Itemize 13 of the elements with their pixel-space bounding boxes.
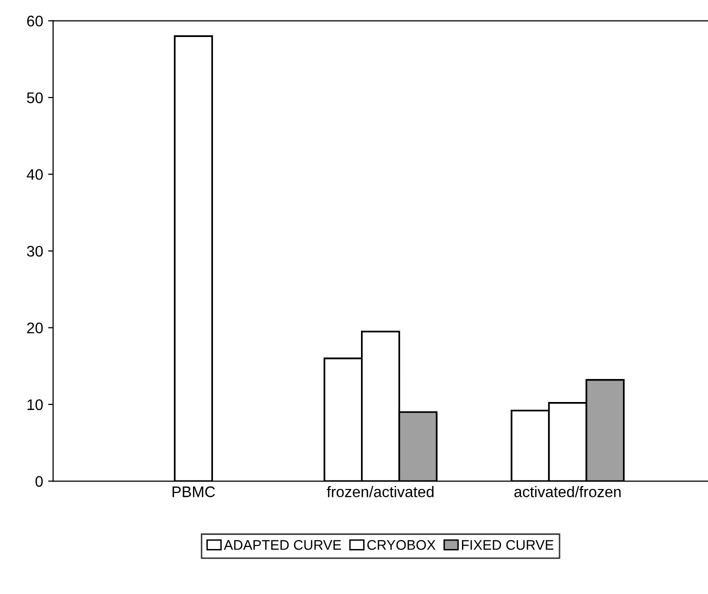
y-tick-label: 40 (26, 169, 43, 180)
legend-label: CRYOBOX (367, 540, 436, 550)
y-tick-label: 0 (35, 476, 43, 487)
x-tick-label: activated/frozen (514, 486, 621, 498)
x-tick-label: PBMC (172, 486, 215, 498)
y-tick-label: 50 (26, 92, 43, 104)
legend-label: ADAPTED CURVE (224, 540, 342, 550)
legend-label: FIXED CURVE (462, 540, 554, 550)
y-tick-label: 20 (27, 322, 43, 334)
y-tick-label: 30 (26, 246, 43, 257)
y-tick-label: 10 (28, 399, 43, 410)
x-tick-label: frozen/activated (326, 486, 434, 498)
y-tick-label: 60 (27, 16, 43, 26)
